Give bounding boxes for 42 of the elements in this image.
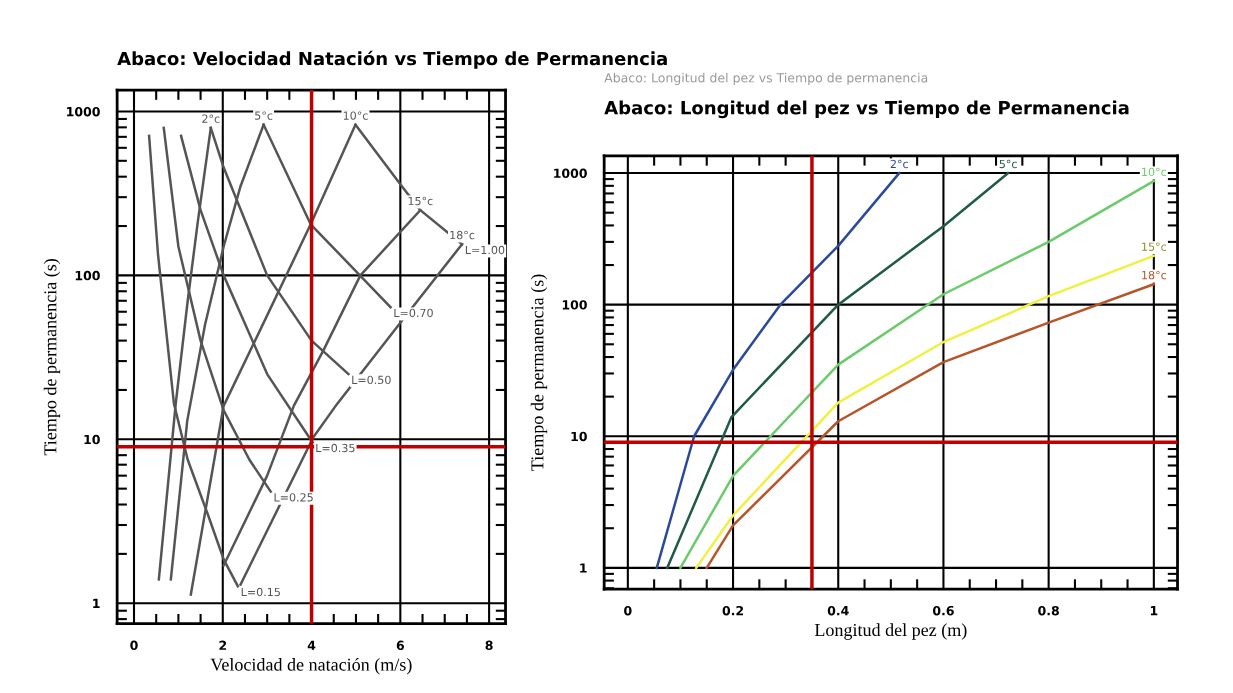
x-tick-label: 6	[396, 640, 405, 651]
x-axis-title: Velocidad de natación (m/s)	[210, 658, 412, 675]
x-tick-label: 0.8	[1038, 605, 1059, 616]
chart-title: Abaco: Velocidad Natación vs Tiempo de Permanencia	[117, 50, 667, 69]
y-axis-title: Tiempo de permanencia (s)	[43, 259, 61, 456]
series-label: 5°c	[255, 111, 273, 120]
y-tick-label: 1000	[67, 106, 100, 117]
series-label: L=0.70	[394, 308, 433, 318]
x-tick-label: 0	[624, 605, 632, 616]
y-tick-label: 10	[571, 431, 587, 442]
y-tick-label: 1	[580, 563, 587, 573]
x-tick-label: 0.6	[932, 605, 954, 616]
y-axis-title: Tiempo de permanencia (s)	[530, 274, 548, 471]
x-tick-label: 0	[130, 640, 138, 651]
series-label: 15°c	[1142, 242, 1167, 251]
series-label: L=0.35	[316, 443, 355, 453]
x-tick-label: 2	[219, 640, 227, 650]
series-label: 5°c	[999, 159, 1017, 169]
x-tick-label: 0.2	[722, 605, 744, 616]
x-tick-label: 8	[485, 640, 493, 651]
series-label: L=0.25	[274, 493, 313, 502]
series-label: 18°c	[1142, 270, 1167, 280]
series-label: 2°c	[202, 114, 220, 123]
y-tick-label: 100	[75, 270, 100, 281]
series-label: L=0.50	[352, 375, 391, 385]
series-label: 10°c	[1142, 167, 1167, 177]
series-label: L=0.15	[241, 587, 280, 597]
series-label: 2°c	[890, 159, 908, 169]
chart-title: Abaco: Longitud del pez vs Tiempo de Permanencia	[604, 100, 1129, 119]
y-tick-label: 1	[93, 598, 100, 608]
x-tick-label: 4	[307, 640, 316, 650]
chart-subtitle: Abaco: Longitud del pez vs Tiempo de permanencia	[604, 72, 928, 85]
x-tick-label: 0.4	[827, 605, 849, 616]
series-label: 15°c	[408, 196, 433, 206]
x-axis-title: Longitud del pez (m)	[814, 623, 967, 640]
series-label: 10°c	[343, 111, 368, 120]
series-label: 18°c	[450, 230, 475, 240]
y-tick-label: 1000	[554, 168, 587, 178]
series-label: L=1.00	[465, 245, 505, 255]
y-tick-label: 10	[84, 434, 100, 445]
x-tick-label: 1	[1150, 606, 1158, 616]
y-tick-label: 100	[562, 300, 587, 310]
